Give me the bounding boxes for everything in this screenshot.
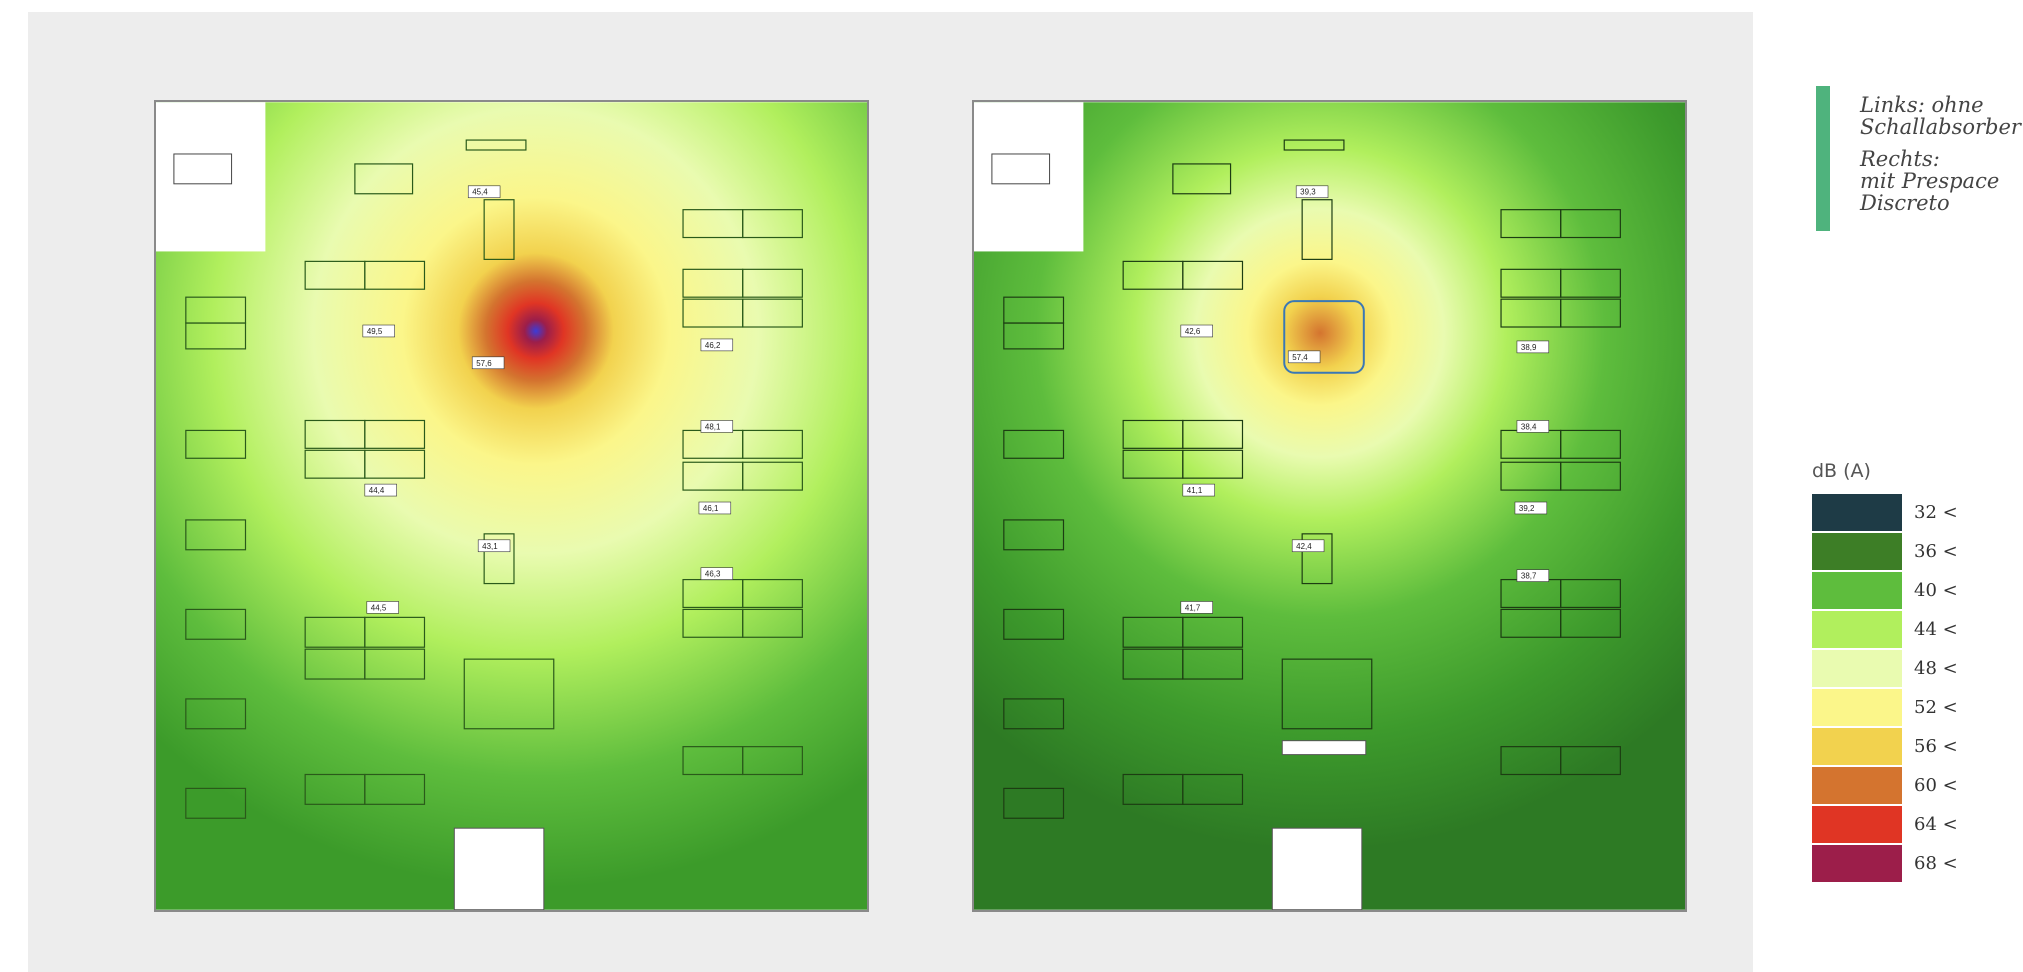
db-value: 44,4 — [369, 486, 385, 495]
legend-item: 52 < — [1812, 689, 2012, 726]
db-value: 46,1 — [703, 504, 719, 513]
legend-label: 40 < — [1914, 580, 1958, 601]
db-value: 39,2 — [1519, 504, 1535, 513]
heatmap-right: 39,3 42,6 57,4 38,9 38,4 41,1 39,2 42,4 … — [974, 102, 1685, 910]
db-value: 48,1 — [705, 422, 721, 431]
legend-list: 32 < 36 < 40 < 44 < 48 < 52 < 56 < 60 < 64 < 68 < — [1812, 494, 2012, 882]
legend-label: 52 < — [1914, 697, 1958, 718]
legend-item: 48 < — [1812, 650, 2012, 687]
legend-label: 56 < — [1914, 736, 1958, 757]
legend-title: dB (A) — [1812, 460, 1871, 482]
legend-swatch — [1812, 494, 1902, 531]
db-value: 44,5 — [371, 603, 387, 612]
db-value: 46,3 — [705, 570, 721, 579]
legend-label: 68 < — [1914, 853, 1958, 874]
measurement-labels-right: 39,3 42,6 57,4 38,9 38,4 41,1 39,2 42,4 … — [1180, 185, 1550, 614]
db-value: 57,4 — [1292, 353, 1308, 362]
db-value: 42,4 — [1296, 542, 1312, 551]
legend-swatch — [1812, 611, 1902, 648]
db-value: 38,7 — [1521, 572, 1537, 581]
legend-label: 32 < — [1914, 502, 1958, 523]
accent-bar — [1816, 86, 1830, 231]
legend-label: 36 < — [1914, 541, 1958, 562]
legend-item: 36 < — [1812, 533, 2012, 570]
db-value: 45,4 — [472, 188, 488, 197]
legend-item: 60 < — [1812, 767, 2012, 804]
db-value: 41,7 — [1185, 603, 1201, 612]
legend-item: 68 < — [1812, 845, 2012, 882]
db-value: 43,1 — [482, 542, 498, 551]
legend-swatch — [1812, 689, 1902, 726]
note-right-text: Rechts: mit Prespace Discreto — [1860, 147, 2000, 215]
note-left-text: Links: ohne Schallabsorber — [1860, 93, 2021, 139]
db-value: 41,1 — [1187, 486, 1203, 495]
furniture-right — [1003, 139, 1621, 819]
legend-label: 44 < — [1914, 619, 1958, 640]
furniture-left — [185, 139, 803, 819]
color-legend: dB (A) 32 < 36 < 40 < 44 < 48 < 52 < 56 < 60 < 6… — [1812, 460, 2012, 884]
legend-swatch — [1812, 572, 1902, 609]
db-value: 38,4 — [1521, 422, 1537, 431]
legend-label: 64 < — [1914, 814, 1958, 835]
legend-swatch — [1812, 806, 1902, 843]
db-value: 42,6 — [1185, 327, 1201, 336]
legend-label: 48 < — [1914, 658, 1958, 679]
measurement-labels-left: 45,4 49,5 57,6 46,2 48,1 44,4 46,1 43,1 … — [362, 185, 734, 614]
content-panel: 45,4 49,5 57,6 46,2 48,1 44,4 46,1 43,1 … — [28, 12, 1753, 972]
legend-item: 56 < — [1812, 728, 2012, 765]
db-value: 49,5 — [367, 327, 383, 336]
db-value: 46,2 — [705, 341, 721, 350]
db-value: 39,3 — [1300, 188, 1316, 197]
heatmap-left: 45,4 49,5 57,6 46,2 48,1 44,4 46,1 43,1 … — [156, 102, 867, 910]
legend-swatch — [1812, 650, 1902, 687]
floor-plan-with-prespace-discreto: 39,3 42,6 57,4 38,9 38,4 41,1 39,2 42,4 … — [972, 100, 1687, 912]
legend-swatch — [1812, 728, 1902, 765]
legend-item: 44 < — [1812, 611, 2012, 648]
note-text: Links: ohne Schallabsorber Rechts: mit P… — [1860, 94, 2021, 224]
legend-swatch — [1812, 533, 1902, 570]
legend-item: 32 < — [1812, 494, 2012, 531]
legend-swatch — [1812, 767, 1902, 804]
legend-item: 40 < — [1812, 572, 2012, 609]
floor-plan-without-absorbers: 45,4 49,5 57,6 46,2 48,1 44,4 46,1 43,1 … — [154, 100, 869, 912]
legend-item: 64 < — [1812, 806, 2012, 843]
absorber-enclosure — [1283, 300, 1365, 374]
legend-label: 60 < — [1914, 775, 1958, 796]
db-value: 38,9 — [1521, 343, 1537, 352]
db-value: 57,6 — [476, 359, 492, 368]
legend-swatch — [1812, 845, 1902, 882]
